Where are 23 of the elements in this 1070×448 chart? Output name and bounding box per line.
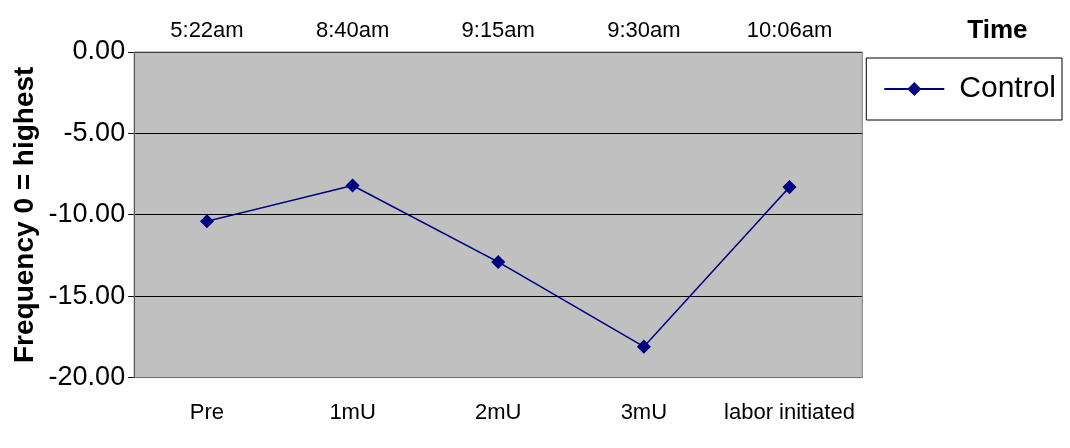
text: 5:22am — [170, 17, 244, 43]
point — [491, 255, 505, 269]
y-tick-label: -5.00 — [63, 116, 126, 147]
y-tick-label: -15.00 — [48, 279, 126, 310]
point — [200, 214, 214, 229]
x-tick-label: 3mU — [620, 398, 668, 424]
y-tick-label: -10.00 — [48, 198, 126, 229]
text: 9:15am — [461, 17, 535, 43]
text: 8:40am — [315, 17, 390, 43]
text: 9:30am — [607, 17, 681, 43]
point — [345, 178, 360, 193]
x-tick-label: labor initiated — [724, 398, 855, 424]
text: 10:06am — [746, 17, 833, 43]
x-tick-label: 2mU — [475, 398, 522, 424]
x2-axis-title: Time — [967, 14, 1028, 45]
point — [782, 180, 797, 194]
y-tick-label: 0.00 — [72, 35, 126, 66]
x-tick-label: Pre — [189, 398, 225, 424]
point — [637, 339, 651, 354]
y-axis-title: Frequency 0 = highest — [7, 66, 39, 364]
legend-label: Control — [959, 70, 1057, 104]
y-tick-label: -20.00 — [48, 361, 126, 392]
x-tick-label: 1mU — [329, 398, 376, 424]
